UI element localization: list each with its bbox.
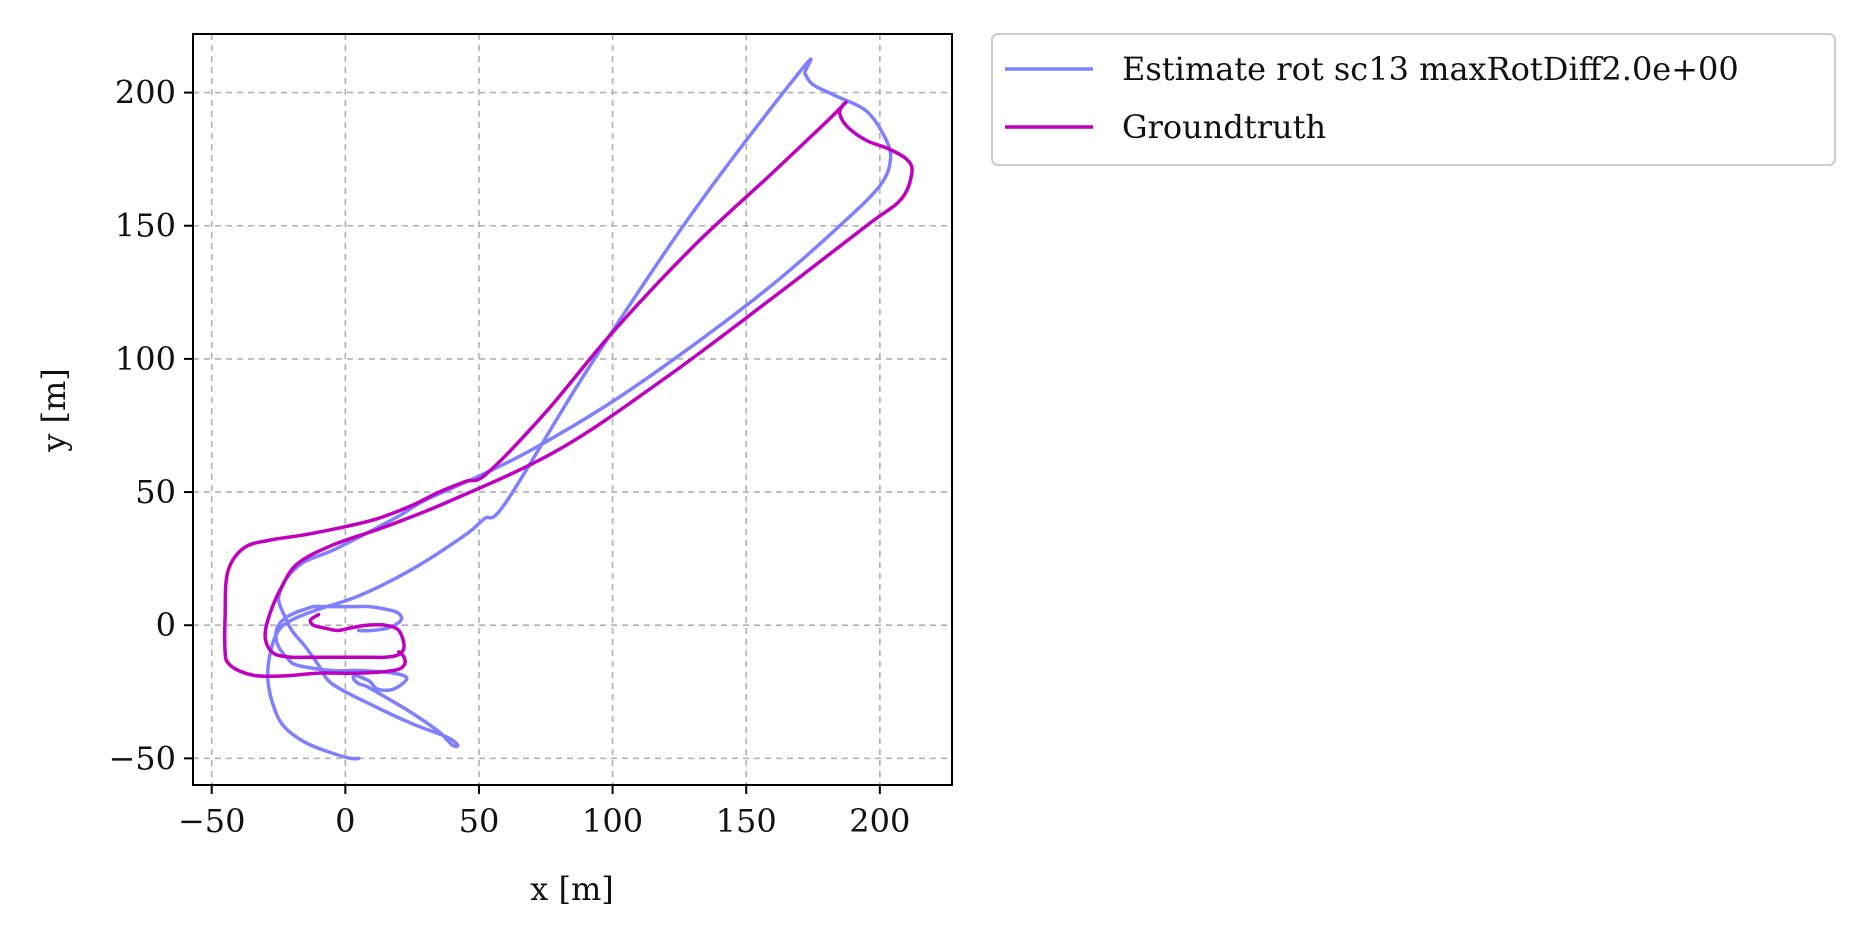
y-tick-label: 50 [135, 473, 176, 511]
x-tick-label: 50 [459, 802, 500, 840]
x-tick-label: 150 [716, 802, 777, 840]
series-line-groundtruth [222, 100, 914, 679]
y-tick-label: 150 [115, 207, 176, 245]
axes-frame [192, 33, 953, 786]
y-tick-label: −50 [108, 739, 176, 777]
y-tick-label: 0 [156, 606, 176, 644]
x-axis-label: x [m] [530, 870, 614, 908]
legend-label-groundtruth: Groundtruth [1122, 108, 1326, 146]
x-tick-label: −50 [178, 802, 246, 840]
series-line-estimate [265, 57, 893, 761]
legend-label-estimate: Estimate rot sc13 maxRotDiff2.0e+00 [1122, 50, 1739, 88]
y-axis-label: y [m] [35, 368, 73, 453]
y-tick-label: 200 [115, 74, 176, 112]
x-tick-label: 200 [849, 802, 910, 840]
series-layer [222, 57, 914, 761]
legend-box [991, 33, 1836, 166]
legend: Estimate rot sc13 maxRotDiff2.0e+00 Grou… [991, 33, 1836, 166]
tick-layer: −50 0 50 100 150 200 −50 0 50 100 150 200 [108, 74, 910, 840]
x-tick-label: 0 [335, 802, 355, 840]
x-tick-label: 100 [582, 802, 643, 840]
y-tick-label: 100 [115, 340, 176, 378]
